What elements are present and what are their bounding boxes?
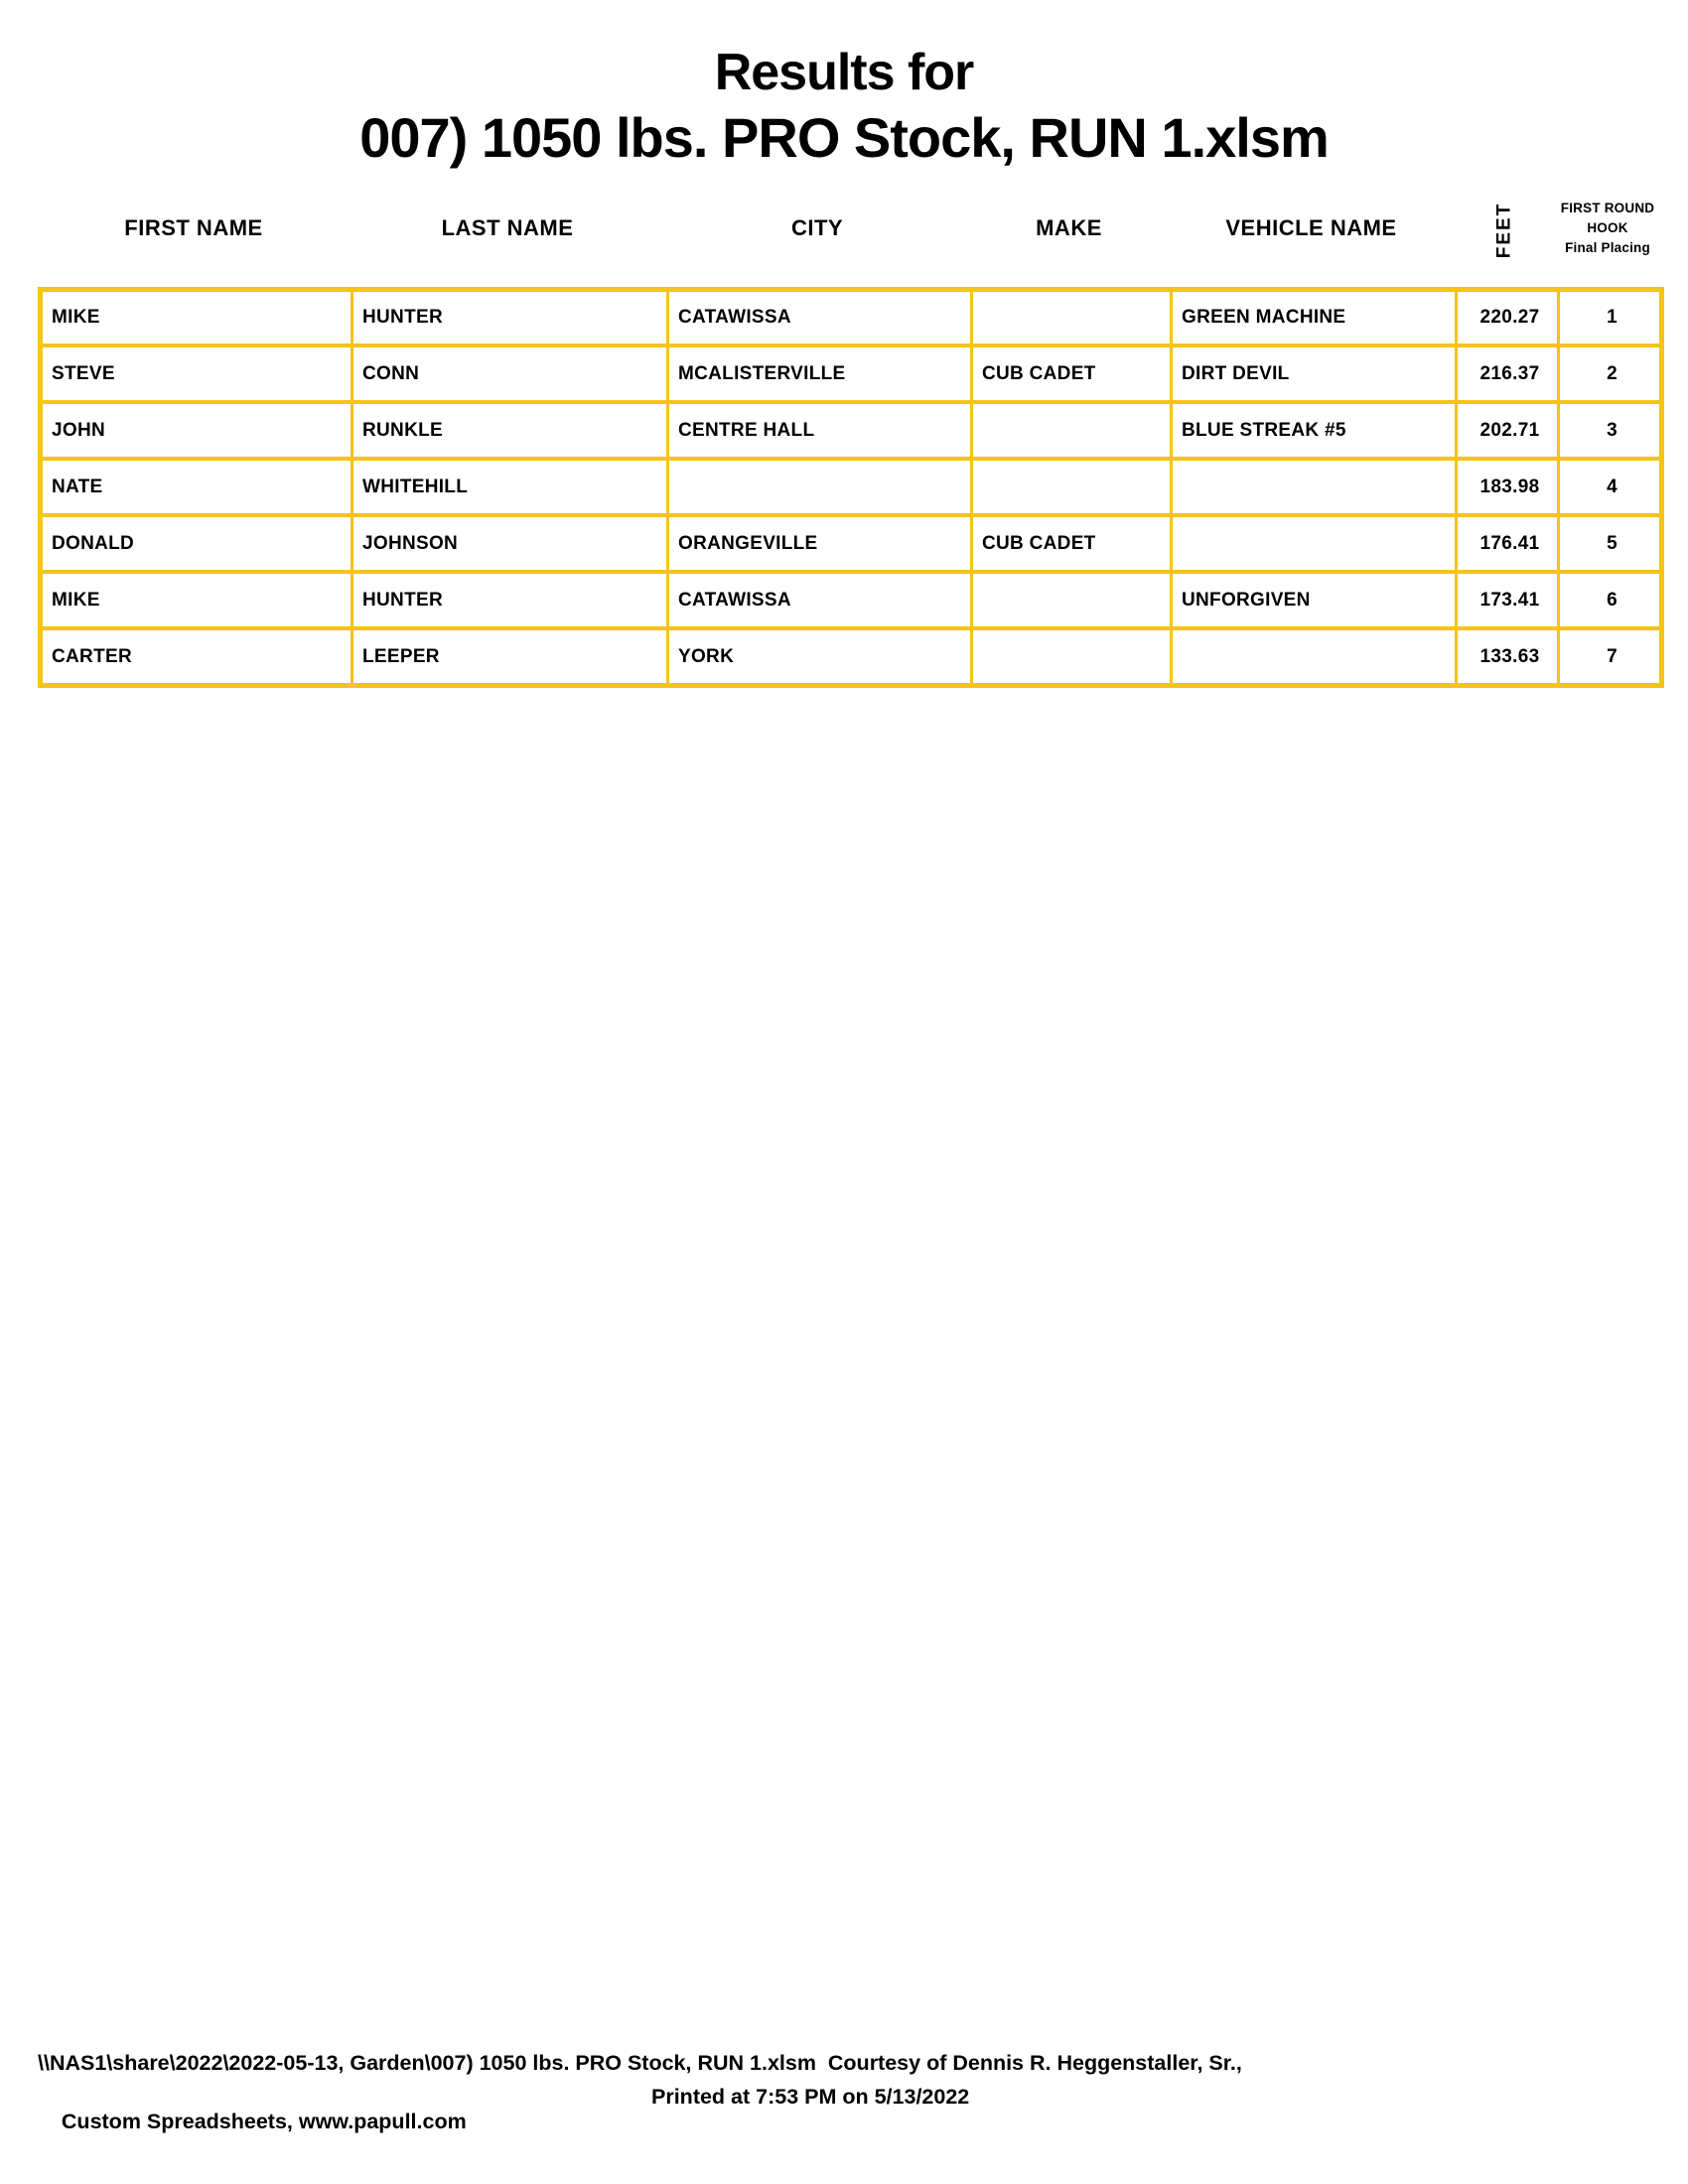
cell-first-name: MIKE <box>39 287 353 348</box>
hook-header-line3: Final Placing <box>1565 240 1650 256</box>
column-header-city: CITY <box>790 214 844 240</box>
cell-city: CATAWISSA <box>666 287 973 348</box>
column-header-feet: FEET <box>1454 203 1556 259</box>
page-title-line1: Results for <box>714 44 975 101</box>
cell-city: ORANGEVILLE <box>666 513 973 575</box>
cell-last-name: LEEPER <box>351 626 669 688</box>
cell-make <box>970 626 1173 688</box>
hook-header-line2: HOOK <box>1587 219 1628 235</box>
cell-first-name: JOHN <box>39 400 353 462</box>
cell-first-name: CARTER <box>39 626 353 688</box>
cell-vehicle-name: UNFORGIVEN <box>1170 570 1458 631</box>
cell-make <box>970 400 1173 462</box>
cell-feet: 176.41 <box>1455 513 1560 575</box>
page-title-line2: 007) 1050 lbs. PRO Stock, RUN 1.xlsm <box>359 106 1330 170</box>
cell-placing: 7 <box>1557 626 1663 688</box>
cell-placing: 1 <box>1557 287 1663 348</box>
footer-printed-timestamp: Printed at 7:53 PM on 5/13/2022 <box>651 2085 970 2109</box>
table-row: NATE WHITEHILL 183.98 4 <box>39 457 1663 518</box>
page-footer: \\NAS1\share\2022\2022-05-13, Garden\007… <box>38 2051 1659 2184</box>
column-header-make: MAKE <box>1036 214 1102 240</box>
column-header-first-round-hook: FIRST ROUND HOOK Final Placing <box>1556 199 1659 259</box>
cell-vehicle-name <box>1170 513 1458 575</box>
results-table: MIKE HUNTER CATAWISSA GREEN MACHINE 220.… <box>38 286 1664 688</box>
cell-make <box>970 457 1173 518</box>
cell-city: MCALISTERVILLE <box>666 343 973 405</box>
column-header-first-name: FIRST NAME <box>124 214 263 240</box>
cell-feet: 183.98 <box>1455 457 1560 518</box>
cell-make: CUB CADET <box>970 513 1173 575</box>
cell-first-name: STEVE <box>39 343 353 405</box>
cell-vehicle-name: GREEN MACHINE <box>1170 287 1458 348</box>
cell-city: CENTRE HALL <box>666 400 973 462</box>
cell-last-name: HUNTER <box>351 287 669 348</box>
cell-make <box>970 570 1173 631</box>
results-sheet: FIRST NAME LAST NAME CITY MAKE VEHICLE N… <box>38 170 1664 688</box>
cell-first-name: MIKE <box>39 570 353 631</box>
cell-placing: 4 <box>1557 457 1663 518</box>
table-row: JOHN RUNKLE CENTRE HALL BLUE STREAK #5 2… <box>39 400 1663 462</box>
cell-vehicle-name: BLUE STREAK #5 <box>1170 400 1458 462</box>
cell-last-name: HUNTER <box>351 570 669 631</box>
cell-vehicle-name <box>1170 457 1458 518</box>
table-row: STEVE CONN MCALISTERVILLE CUB CADET DIRT… <box>39 343 1663 405</box>
cell-first-name: NATE <box>39 457 353 518</box>
table-row: CARTER LEEPER YORK 133.63 7 <box>39 626 1663 688</box>
cell-feet: 202.71 <box>1455 400 1560 462</box>
cell-make <box>970 287 1173 348</box>
cell-feet: 220.27 <box>1455 287 1560 348</box>
table-row: DONALD JOHNSON ORANGEVILLE CUB CADET 176… <box>39 513 1663 575</box>
hook-header-line1: FIRST ROUND <box>1560 200 1655 215</box>
cell-city: YORK <box>666 626 973 688</box>
table-row: MIKE HUNTER CATAWISSA UNFORGIVEN 173.41 … <box>39 570 1663 631</box>
cell-vehicle-name <box>1170 626 1458 688</box>
column-header-feet-label: FEET <box>1493 202 1515 259</box>
cell-last-name: CONN <box>351 343 669 405</box>
cell-vehicle-name: DIRT DEVIL <box>1170 343 1458 405</box>
cell-placing: 3 <box>1557 400 1663 462</box>
cell-feet: 216.37 <box>1455 343 1560 405</box>
page-title: Results for 007) 1050 lbs. PRO Stock, RU… <box>0 0 1688 170</box>
cell-city: CATAWISSA <box>666 570 973 631</box>
column-header-vehicle-name: VEHICLE NAME <box>1225 214 1397 240</box>
cell-make: CUB CADET <box>970 343 1173 405</box>
cell-city <box>666 457 973 518</box>
cell-feet: 173.41 <box>1455 570 1560 631</box>
footer-file-path: \\NAS1\share\2022\2022-05-13, Garden\007… <box>38 2051 1242 2075</box>
cell-last-name: WHITEHILL <box>351 457 669 518</box>
cell-placing: 6 <box>1557 570 1663 631</box>
cell-placing: 2 <box>1557 343 1663 405</box>
column-header-row: FIRST NAME LAST NAME CITY MAKE VEHICLE N… <box>38 170 1659 287</box>
cell-last-name: RUNKLE <box>351 400 669 462</box>
cell-last-name: JOHNSON <box>351 513 669 575</box>
footer-credits: Custom Spreadsheets, www.papull.com <box>61 2110 467 2133</box>
table-row: MIKE HUNTER CATAWISSA GREEN MACHINE 220.… <box>39 287 1663 348</box>
cell-first-name: DONALD <box>39 513 353 575</box>
cell-placing: 5 <box>1557 513 1663 575</box>
column-header-last-name: LAST NAME <box>441 214 574 240</box>
footer-line2: Custom Spreadsheets, www.papull.com Prin… <box>38 2085 1659 2184</box>
cell-feet: 133.63 <box>1455 626 1560 688</box>
